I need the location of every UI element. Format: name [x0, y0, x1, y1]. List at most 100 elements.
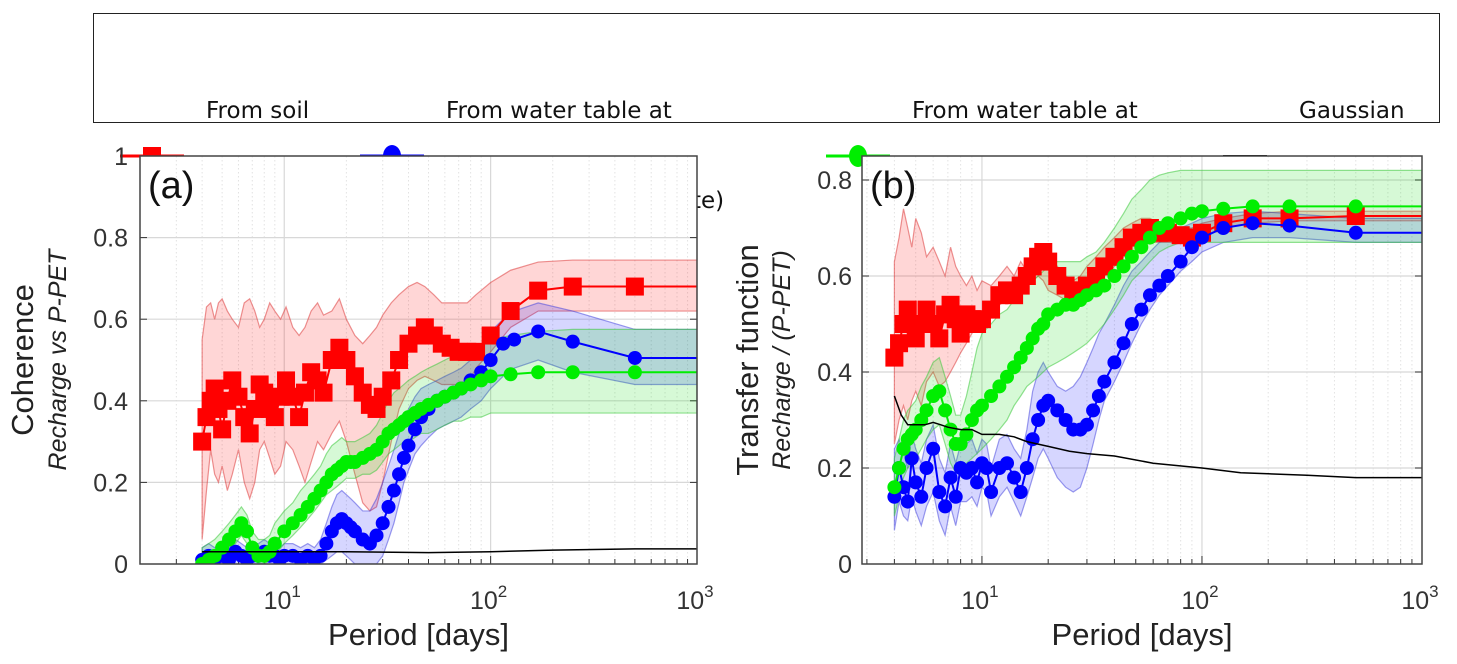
data-point-circle	[887, 480, 902, 495]
data-point-circle	[948, 489, 963, 504]
y-axis-label: Coherence	[5, 284, 40, 436]
data-point-circle	[1245, 199, 1260, 214]
ytick-label: 0.8	[93, 225, 128, 253]
data-point-circle	[1116, 336, 1131, 351]
data-point-circle	[1194, 204, 1209, 219]
data-point-square	[193, 432, 212, 451]
data-point-circle	[1216, 201, 1231, 216]
data-point-circle	[1000, 456, 1015, 471]
data-point-circle	[313, 548, 328, 563]
data-point-square	[941, 295, 960, 314]
data-point-circle	[1000, 369, 1015, 384]
series-layer	[885, 169, 1422, 538]
data-point-square	[917, 300, 936, 319]
xtick-label: 102	[470, 582, 507, 615]
data-point-circle	[943, 470, 958, 485]
data-point-circle	[904, 451, 919, 466]
data-point-circle	[1142, 230, 1157, 245]
xtick-base: 10	[961, 587, 989, 615]
data-point-circle	[375, 516, 390, 531]
data-point-circle	[1041, 393, 1056, 408]
legend-label-line1: From soil	[206, 98, 310, 124]
ytick-label: 0.4	[817, 359, 852, 387]
data-point-circle	[531, 365, 546, 380]
x-axis-label: Period [days]	[1052, 617, 1233, 652]
xtick-base: 10	[1181, 587, 1209, 615]
data-point-circle	[1348, 199, 1363, 214]
xtick-exponent: 2	[1209, 582, 1218, 601]
xtick-base: 10	[1401, 587, 1429, 615]
data-point-square	[290, 408, 309, 427]
data-point-square	[255, 383, 274, 402]
data-point-square	[501, 302, 520, 321]
data-point-circle	[386, 483, 401, 498]
data-point-circle	[392, 467, 407, 482]
data-point-square	[906, 329, 925, 348]
data-point-square	[951, 324, 970, 343]
xtick-label: 102	[1181, 582, 1218, 615]
legend-label-line1: Gaussian	[1299, 98, 1405, 124]
data-point-circle	[319, 536, 334, 551]
data-point-circle	[1079, 417, 1094, 432]
data-point-circle	[959, 427, 974, 442]
data-point-circle	[407, 422, 422, 437]
data-point-circle	[1194, 230, 1209, 245]
legend-label-line1: From water table at	[446, 98, 672, 124]
data-point-circle	[1160, 269, 1175, 283]
data-point-circle	[979, 461, 994, 475]
data-point-square	[382, 371, 401, 390]
data-point-circle	[1160, 216, 1175, 231]
data-point-square	[337, 351, 356, 369]
data-point-square	[223, 371, 242, 390]
data-point-square	[245, 399, 264, 418]
data-point-circle	[1097, 374, 1112, 389]
data-point-square	[390, 351, 409, 369]
data-point-circle	[932, 384, 947, 399]
confidence-band	[201, 259, 697, 540]
data-point-circle	[887, 489, 902, 504]
data-point-circle	[1013, 485, 1028, 499]
data-point-circle	[992, 379, 1007, 394]
xtick-exponent: 1	[291, 582, 300, 601]
data-point-circle	[1142, 288, 1157, 303]
data-point-circle	[565, 334, 580, 349]
y-axis-sublabel: Recharge vs P-PET	[44, 248, 72, 471]
xtick-exponent: 3	[1429, 582, 1438, 601]
data-point-circle	[531, 324, 546, 339]
axes-frame	[139, 155, 698, 565]
data-point-circle	[914, 489, 929, 504]
data-point-square	[229, 387, 248, 406]
data-point-circle	[1282, 218, 1297, 233]
data-point-circle	[970, 475, 985, 490]
data-point-square	[481, 326, 500, 345]
legend-label-line1: From water table at	[912, 98, 1138, 124]
xtick-base: 10	[264, 587, 292, 615]
data-point-circle	[240, 524, 255, 539]
data-point-circle	[1058, 413, 1073, 427]
panel-label: (b)	[870, 165, 916, 207]
ytick-label: 0.4	[93, 388, 128, 416]
data-point-circle	[943, 422, 958, 437]
data-point-circle	[1116, 259, 1131, 274]
xtick-exponent: 1	[989, 582, 998, 601]
confidence-band	[201, 328, 697, 564]
data-point-circle	[892, 461, 907, 475]
data-point-circle	[496, 336, 511, 351]
data-point-square	[213, 420, 232, 439]
data-point-circle	[507, 332, 522, 347]
xtick-base: 10	[676, 587, 704, 615]
data-point-square	[529, 281, 548, 300]
data-point-circle	[1086, 403, 1101, 418]
data-point-square	[265, 408, 284, 427]
data-point-square	[373, 387, 392, 406]
data-point-circle	[919, 461, 934, 475]
data-point-circle	[1124, 249, 1139, 264]
ytick-label: 0.2	[93, 469, 128, 497]
data-point-circle	[503, 367, 518, 382]
series-line	[893, 395, 1422, 479]
data-point-circle	[1184, 240, 1199, 255]
data-point-circle	[381, 499, 396, 514]
